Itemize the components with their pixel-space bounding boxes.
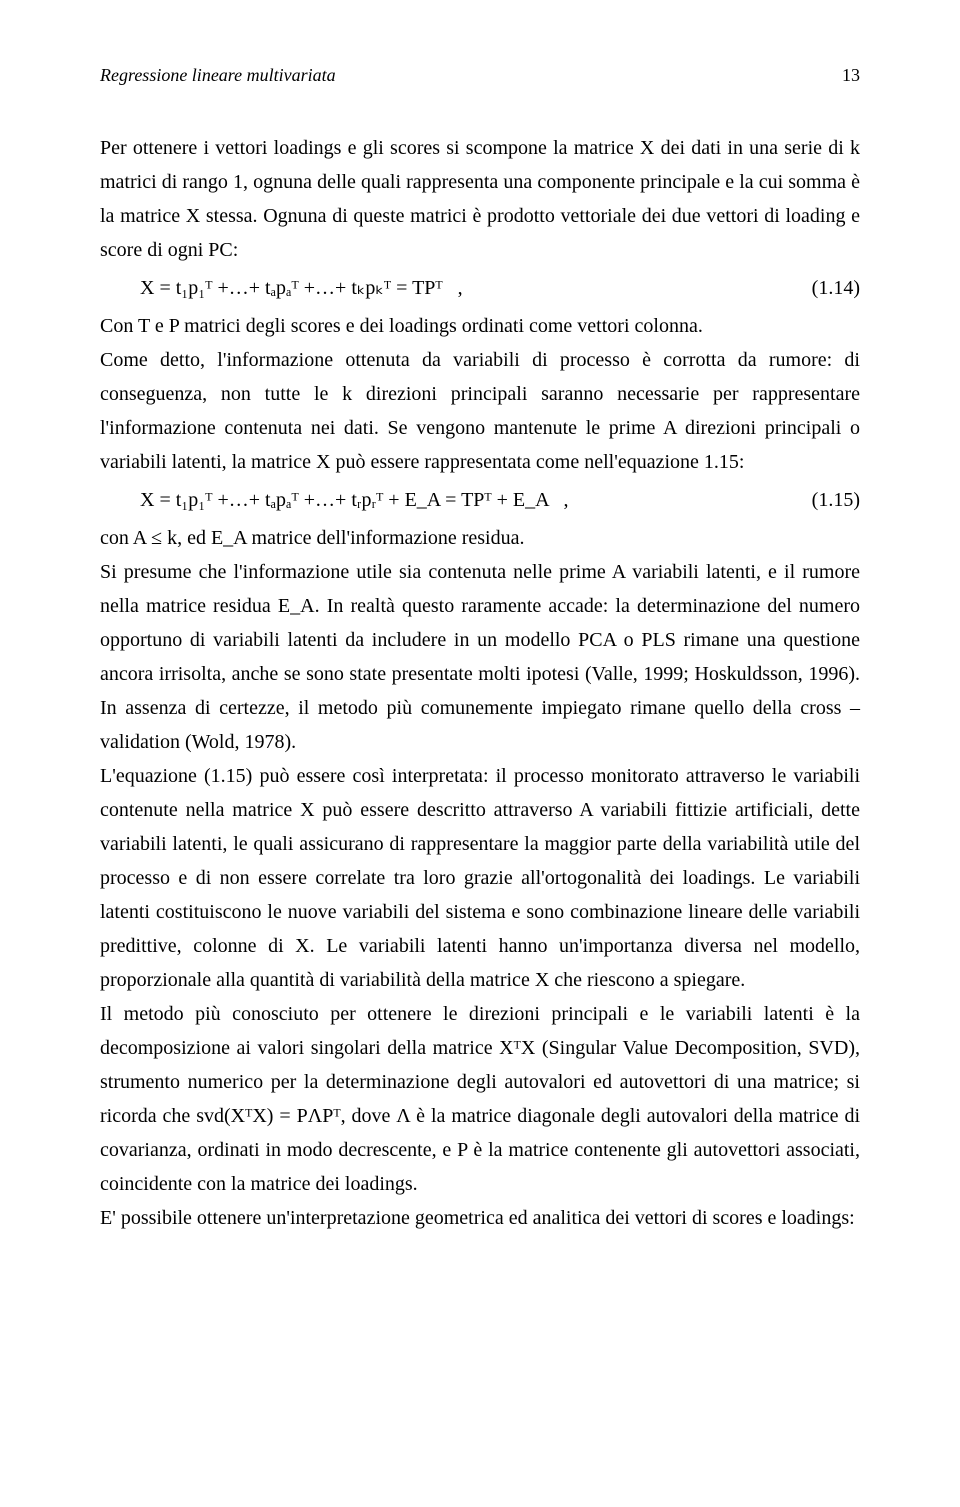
page: Regressione lineare multivariata 13 Per … xyxy=(0,0,960,1507)
page-header: Regressione lineare multivariata 13 xyxy=(100,60,860,91)
paragraph-4: con A ≤ k, ed E_A matrice dell'informazi… xyxy=(100,521,860,555)
paragraph-2: Con T e P matrici degli scores e dei loa… xyxy=(100,309,860,343)
equation-1-14-text: X = t₁p₁ᵀ +…+ tₐpₐᵀ +…+ tₖpₖᵀ = TPᵀ , xyxy=(100,271,463,305)
paragraph-8: E' possibile ottenere un'interpretazione… xyxy=(100,1201,860,1235)
equation-1-15-text: X = t₁p₁ᵀ +…+ tₐpₐᵀ +…+ tᵣpᵣᵀ + E_A = TP… xyxy=(100,483,569,517)
header-title: Regressione lineare multivariata xyxy=(100,60,336,91)
equation-1-15-number: (1.15) xyxy=(792,483,860,517)
paragraph-1: Per ottenere i vettori loadings e gli sc… xyxy=(100,131,860,267)
equation-1-14-number: (1.14) xyxy=(792,271,860,305)
paragraph-7: Il metodo più conosciuto per ottenere le… xyxy=(100,997,860,1201)
equation-1-15: X = t₁p₁ᵀ +…+ tₐpₐᵀ +…+ tᵣpᵣᵀ + E_A = TP… xyxy=(100,483,860,517)
paragraph-5: Si presume che l'informazione utile sia … xyxy=(100,555,860,759)
paragraph-3: Come detto, l'informazione ottenuta da v… xyxy=(100,343,860,479)
page-number: 13 xyxy=(842,60,860,91)
equation-1-14: X = t₁p₁ᵀ +…+ tₐpₐᵀ +…+ tₖpₖᵀ = TPᵀ , (1… xyxy=(100,271,860,305)
paragraph-6: L'equazione (1.15) può essere così inter… xyxy=(100,759,860,997)
